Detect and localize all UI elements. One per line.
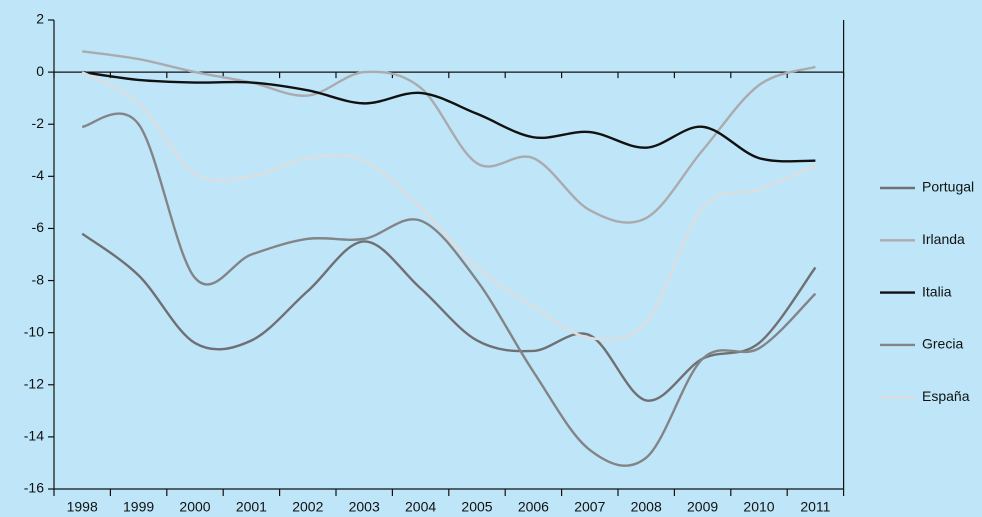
y-tick-label: -4 (32, 167, 45, 183)
line-series (81, 71, 816, 342)
line-series (81, 112, 817, 467)
x-tick-label: 2002 (292, 499, 323, 515)
x-tick-label: 1999 (123, 499, 154, 515)
y-tick-label: -8 (32, 271, 45, 287)
legend-label: Irlanda (922, 231, 965, 247)
x-tick-label: 2004 (405, 499, 436, 515)
x-tick-label: 2008 (631, 499, 662, 515)
x-tick-label: 2001 (236, 499, 267, 515)
x-tick-label: 2003 (349, 499, 380, 515)
line-series (82, 50, 816, 224)
y-tick-label: -10 (24, 323, 44, 339)
x-tick-label: 2000 (179, 499, 210, 515)
y-tick-label: -14 (24, 428, 44, 444)
legend-label: Portugal (922, 179, 974, 195)
legend-label: Grecia (922, 336, 963, 352)
x-tick-label: 2006 (518, 499, 549, 515)
x-tick-label: 2009 (687, 499, 718, 515)
y-tick-label: -2 (32, 115, 45, 131)
line-series (82, 70, 816, 163)
y-tick-label: -12 (24, 375, 44, 391)
x-tick-label: 1998 (67, 499, 98, 515)
x-tick-label: 2011 (800, 499, 830, 515)
legend-label: España (922, 388, 970, 404)
line-series (81, 232, 817, 402)
x-tick-label: 2007 (574, 499, 605, 515)
legend-label: Italia (922, 283, 952, 299)
x-tick-label: 2010 (743, 499, 774, 515)
x-tick-label: 2005 (461, 499, 492, 515)
y-tick-label: 0 (36, 63, 44, 79)
y-tick-label: -16 (24, 480, 44, 496)
y-tick-label: -6 (32, 219, 45, 235)
y-tick-label: 2 (36, 11, 44, 27)
